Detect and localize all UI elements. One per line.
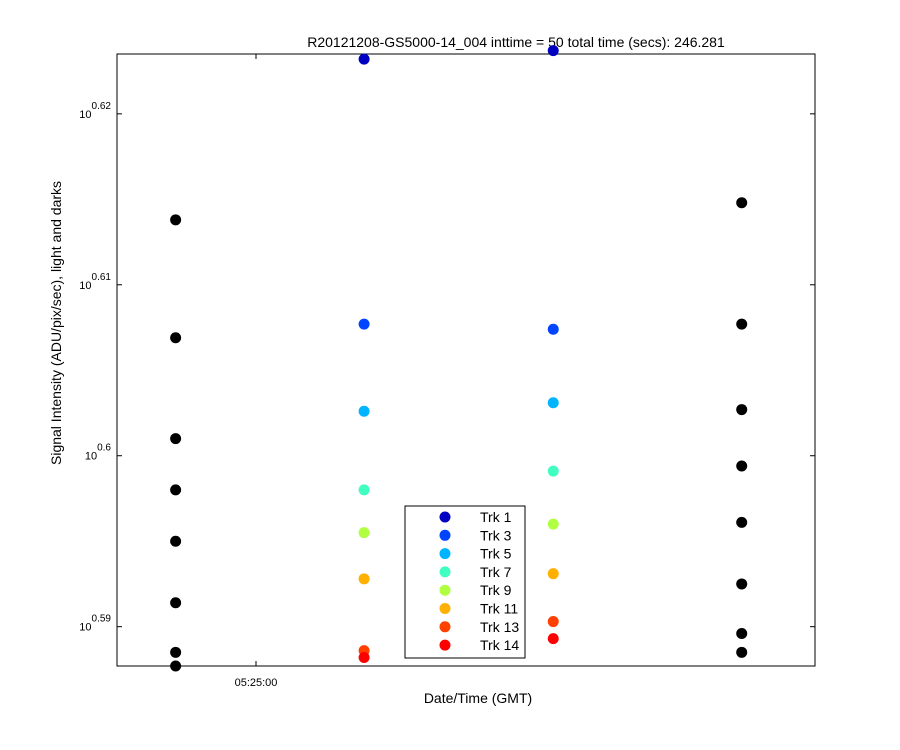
legend-marker	[439, 621, 451, 633]
point-series-0-1	[547, 45, 559, 57]
point-series-0-0	[358, 53, 370, 65]
legend-label: Trk 3	[480, 527, 512, 543]
point-series-2-1	[547, 397, 559, 409]
point-series-2-0	[358, 405, 370, 417]
x-tick-label: 05:25:00	[235, 677, 278, 689]
legend-marker	[439, 584, 451, 596]
legend-label: Trk 14	[480, 637, 519, 653]
point-series-9-4	[736, 516, 748, 528]
y-tick-exponent: 0.6	[97, 443, 111, 454]
point-series-6-1	[547, 616, 559, 628]
y-tick-base: 10	[79, 622, 91, 634]
y-tick-exponent: 0.61	[92, 272, 112, 283]
point-series-10-0	[736, 646, 748, 658]
y-tick-label: 100.61	[79, 272, 111, 292]
x-axis-label: Date/Time (GMT)	[424, 690, 532, 706]
point-series-8-7	[170, 660, 182, 672]
data-points	[170, 45, 748, 672]
point-series-8-6	[170, 646, 182, 658]
point-series-1-0	[358, 318, 370, 330]
legend-label: Trk 7	[480, 564, 512, 580]
legend-box	[404, 505, 526, 659]
point-series-8-3	[170, 484, 182, 496]
point-series-4-1	[547, 518, 559, 530]
legend-marker	[439, 548, 451, 560]
point-series-9-1	[736, 318, 748, 330]
legend-label: Trk 9	[480, 582, 512, 598]
point-series-3-1	[547, 465, 559, 477]
legend-marker	[439, 529, 451, 541]
point-series-5-0	[358, 573, 370, 585]
legend-label: Trk 5	[480, 546, 512, 562]
chart-title: R20121208-GS5000-14_004 inttime = 50 tot…	[307, 34, 725, 50]
y-tick-label: 100.59	[79, 614, 111, 634]
legend-label: Trk 13	[480, 619, 519, 635]
legend-marker	[439, 639, 451, 651]
y-tick-base: 10	[79, 109, 91, 121]
point-series-9-3	[736, 460, 748, 472]
y-tick-exponent: 0.62	[92, 101, 112, 112]
point-series-7-1	[547, 633, 559, 645]
point-series-8-2	[170, 433, 182, 445]
y-axis-label: Signal Intensity (ADU/pix/sec), light an…	[48, 181, 64, 465]
point-series-1-1	[547, 323, 559, 335]
point-series-7-0	[358, 651, 370, 663]
point-series-8-1	[170, 332, 182, 344]
legend-marker	[439, 566, 451, 578]
x-axis-ticks: 05:25:00	[235, 54, 278, 689]
legend-marker	[439, 511, 451, 523]
y-tick-label: 100.6	[85, 443, 112, 463]
legend-label: Trk 11	[480, 601, 518, 617]
y-tick-base: 10	[79, 280, 91, 292]
point-series-3-0	[358, 484, 370, 496]
point-series-5-1	[547, 568, 559, 580]
legend: Trk 1 Trk 3 Trk 5 Trk 7 Trk 9 Trk 11 Trk 13 Trk…	[404, 505, 526, 659]
y-tick-exponent: 0.59	[92, 614, 112, 625]
y-tick-base: 10	[85, 451, 97, 463]
point-series-4-0	[358, 527, 370, 539]
point-series-9-6	[736, 628, 748, 640]
point-series-9-2	[736, 404, 748, 416]
point-series-8-0	[170, 214, 182, 226]
point-series-9-5	[736, 578, 748, 590]
legend-label: Trk 1	[480, 509, 512, 525]
point-series-8-5	[170, 597, 182, 609]
point-series-8-4	[170, 535, 182, 547]
y-tick-label: 100.62	[79, 101, 111, 121]
point-series-9-0	[736, 197, 748, 209]
legend-marker	[439, 603, 451, 614]
